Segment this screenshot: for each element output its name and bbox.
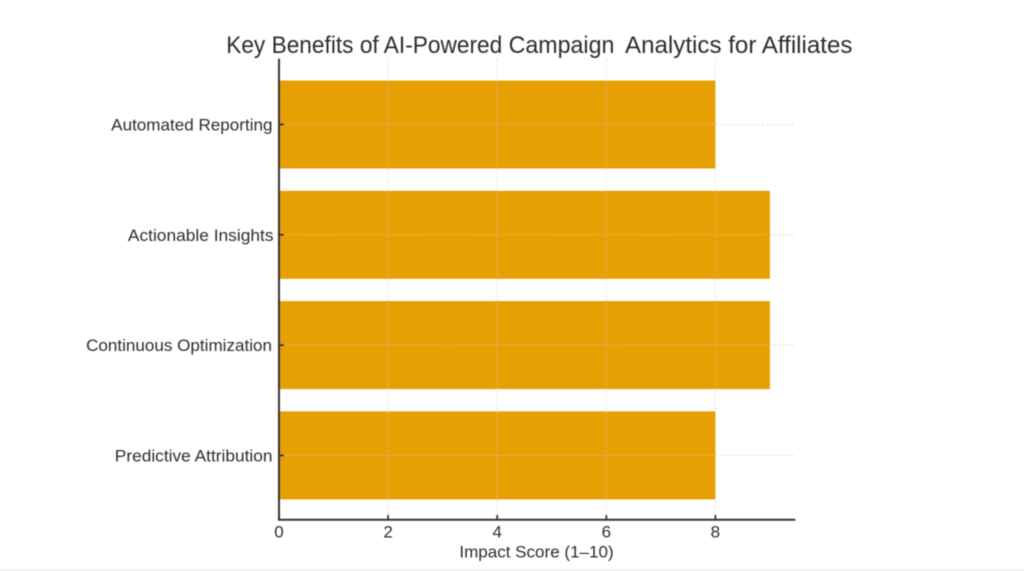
svg-text:6: 6 (602, 523, 611, 542)
svg-text:Predictive Attribution: Predictive Attribution (115, 447, 273, 466)
svg-text:Continuous Optimization: Continuous Optimization (86, 336, 272, 355)
svg-text:0: 0 (274, 523, 283, 542)
svg-text:2: 2 (383, 523, 392, 542)
svg-text:Impact Score (1–10): Impact Score (1–10) (459, 543, 613, 562)
svg-text:Analytics for Affiliates: Analytics for Affiliates (625, 32, 853, 59)
svg-text:4: 4 (492, 523, 501, 542)
svg-text:Actionable Insights: Actionable Insights (128, 226, 274, 245)
svg-text:Key Benefits of AI-Powered: Key Benefits of AI-Powered (226, 32, 502, 59)
svg-text:8: 8 (711, 523, 720, 542)
svg-text:Automated Reporting: Automated Reporting (111, 116, 272, 135)
svg-text:Campaign: Campaign (509, 32, 615, 59)
